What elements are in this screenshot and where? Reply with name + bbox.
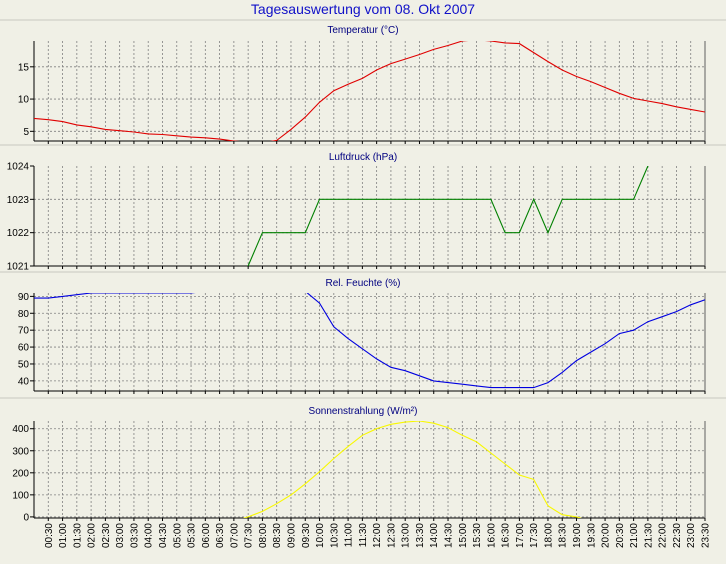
- chart-title: Luftdruck (hPa): [329, 152, 397, 163]
- y-tick-label: 10: [18, 95, 30, 106]
- y-tick-label: 100: [12, 490, 29, 501]
- x-tick-label: 00:30: [44, 523, 55, 548]
- y-tick-label: 90: [18, 292, 30, 303]
- plot-background: [34, 41, 705, 141]
- x-tick-label: 03:30: [129, 523, 140, 548]
- x-tick-label: 01:30: [72, 523, 83, 548]
- y-tick-label: 200: [12, 468, 29, 479]
- x-tick-label: 22:30: [672, 523, 683, 548]
- chart-panel-2: Rel. Feuchte (%) 40 50 60 70 80 90: [18, 278, 706, 394]
- chart-title: Sonnenstrahlung (W/m²): [309, 406, 418, 417]
- x-tick-label: 20:30: [615, 523, 626, 548]
- series-line: [242, 421, 582, 518]
- plot-background: [34, 293, 705, 391]
- x-tick-label: 19:30: [586, 523, 597, 548]
- x-tick-label: 10:00: [315, 523, 326, 548]
- y-tick-label: 0: [23, 512, 29, 523]
- x-tick-label: 14:30: [444, 523, 455, 548]
- x-tick-label: 07:00: [229, 523, 240, 548]
- y-tick-label: 5: [23, 127, 29, 138]
- x-tick-label: 04:00: [144, 523, 155, 548]
- x-tick-label: 16:30: [501, 523, 512, 548]
- y-tick-label: 80: [18, 309, 30, 320]
- x-tick-label: 06:30: [215, 523, 226, 548]
- plot-background: [34, 166, 705, 266]
- x-tick-label: 05:00: [172, 523, 183, 548]
- y-tick-label: 40: [18, 376, 30, 387]
- x-tick-label: 13:30: [415, 523, 426, 548]
- y-tick-label: 1024: [7, 162, 30, 173]
- x-tick-label: 21:30: [643, 523, 654, 548]
- x-tick-label: 07:30: [244, 523, 255, 548]
- series-line: [34, 41, 705, 141]
- chart-panel-0: Temperatur (°C) 5 10 15: [18, 25, 706, 144]
- x-tick-label: 06:00: [201, 523, 212, 548]
- y-tick-label: 50: [18, 359, 30, 370]
- plot-background: [34, 421, 705, 518]
- y-tick-label: 70: [18, 326, 30, 337]
- y-tick-label: 1022: [7, 228, 30, 239]
- x-tick-label: 23:30: [701, 523, 712, 548]
- y-tick-label: 60: [18, 343, 30, 354]
- x-tick-label: 04:30: [158, 523, 169, 548]
- x-tick-label: 02:30: [101, 523, 112, 548]
- x-tick-label: 01:00: [58, 523, 69, 548]
- x-tick-label: 18:00: [543, 523, 554, 548]
- x-tick-label: 17:00: [515, 523, 526, 548]
- chart-panel-3: Sonnenstrahlung (W/m²) 0 100 200 300 400: [12, 406, 706, 523]
- x-tick-label: 09:30: [301, 523, 312, 548]
- chart-panel-1: Luftdruck (hPa) 1021 1022 1023 1024: [7, 152, 706, 273]
- x-tick-label: 05:30: [187, 523, 198, 548]
- chart-title: Rel. Feuchte (%): [325, 278, 400, 289]
- y-tick-label: 15: [18, 62, 30, 73]
- x-tick-label: 09:00: [286, 523, 297, 548]
- x-tick-label: 22:00: [658, 523, 669, 548]
- x-tick-label: 08:30: [272, 523, 283, 548]
- y-tick-label: 1021: [7, 262, 30, 273]
- x-tick-label: 17:30: [529, 523, 540, 548]
- x-tick-label: 11:00: [344, 523, 355, 548]
- series-line: [34, 293, 705, 389]
- series-line: [247, 166, 649, 266]
- x-tick-label: 21:00: [629, 523, 640, 548]
- x-tick-label: 10:30: [329, 523, 340, 548]
- x-tick-label: 15:30: [472, 523, 483, 548]
- y-tick-label: 300: [12, 446, 29, 457]
- chart-title: Temperatur (°C): [327, 25, 398, 36]
- x-tick-label: 16:00: [486, 523, 497, 548]
- x-tick-label: 20:00: [601, 523, 612, 548]
- x-tick-label: 12:30: [386, 523, 397, 548]
- x-tick-label: 15:00: [458, 523, 469, 548]
- x-tick-label: 12:00: [372, 523, 383, 548]
- x-tick-label: 02:00: [87, 523, 98, 548]
- x-tick-label: 08:00: [258, 523, 269, 548]
- page-title: Tagesauswertung vom 08. Okt 2007: [250, 1, 476, 17]
- x-tick-label: 11:30: [358, 523, 369, 548]
- x-tick-label: 13:00: [401, 523, 412, 548]
- x-tick-label: 14:00: [429, 523, 440, 548]
- x-tick-label: 18:30: [558, 523, 569, 548]
- y-tick-label: 1023: [7, 195, 30, 206]
- x-tick-label: 23:00: [686, 523, 697, 548]
- y-tick-label: 400: [12, 424, 29, 435]
- x-tick-label: 19:00: [572, 523, 583, 548]
- x-tick-label: 03:00: [115, 523, 126, 548]
